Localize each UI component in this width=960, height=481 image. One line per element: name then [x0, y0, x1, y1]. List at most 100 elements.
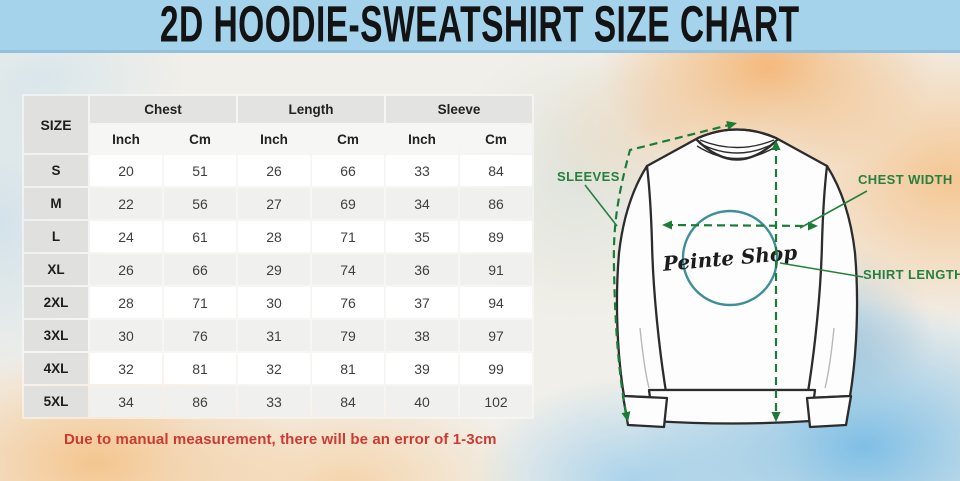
page-title: 2D HOODIE-SWEATSHIRT SIZE CHART — [160, 0, 800, 53]
value-cell: 89 — [460, 221, 532, 252]
logo-circle — [681, 209, 779, 307]
waistband — [647, 388, 817, 425]
table-group-header-row: SIZE Chest Length Sleeve — [24, 96, 532, 153]
value-cell: 29 — [238, 254, 310, 285]
table-unit-header-row: Inch Cm Inch Cm Inch Cm — [24, 125, 532, 153]
value-cell: 91 — [460, 254, 532, 285]
chest-inch-header: Inch — [90, 125, 162, 153]
chest-group-header: Chest — [90, 96, 236, 123]
size-cell: 3XL — [24, 320, 88, 351]
value-cell: 34 — [90, 386, 162, 417]
value-cell: 79 — [312, 320, 384, 351]
value-cell: 86 — [164, 386, 236, 417]
arrowhead — [771, 412, 781, 422]
value-cell: 38 — [386, 320, 458, 351]
table-row: L 24 61 28 71 35 89 — [24, 221, 532, 252]
chest-width-connector-line — [799, 190, 868, 229]
value-cell: 34 — [386, 188, 458, 219]
value-cell: 30 — [90, 320, 162, 351]
value-cell: 39 — [386, 353, 458, 384]
sleeve-inch-header: Inch — [386, 125, 458, 153]
header-band: 2D HOODIE-SWEATSHIRT SIZE CHART — [0, 0, 960, 53]
size-cell: XL — [24, 254, 88, 285]
table-row: XL 26 66 29 74 36 91 — [24, 254, 532, 285]
table-row: 2XL 28 71 30 76 37 94 — [24, 287, 532, 318]
value-cell: 28 — [238, 221, 310, 252]
size-cell: S — [24, 155, 88, 186]
shirt-length-label: SHIRT LENGTH — [863, 267, 960, 282]
value-cell: 20 — [90, 155, 162, 186]
shirt-length-connector-line — [779, 262, 864, 278]
table-row: 4XL 32 81 32 81 39 99 — [24, 353, 532, 384]
value-cell: 71 — [312, 221, 384, 252]
table-row: S 20 51 26 66 33 84 — [24, 155, 532, 186]
value-cell: 33 — [386, 155, 458, 186]
value-cell: 40 — [386, 386, 458, 417]
value-cell: 22 — [90, 188, 162, 219]
size-table: SIZE Chest Length Sleeve Inch Cm Inch Cm… — [22, 94, 534, 419]
sleeves-label: SLEEVES — [557, 169, 620, 184]
value-cell: 56 — [164, 188, 236, 219]
size-column-header: SIZE — [24, 96, 88, 153]
value-cell: 31 — [238, 320, 310, 351]
value-cell: 69 — [312, 188, 384, 219]
chest-width-label: CHEST WIDTH — [858, 172, 953, 187]
value-cell: 84 — [312, 386, 384, 417]
chest-cm-header: Cm — [164, 125, 236, 153]
value-cell: 97 — [460, 320, 532, 351]
length-cm-header: Cm — [312, 125, 384, 153]
sleeves-connector-line — [584, 184, 618, 227]
value-cell: 76 — [312, 287, 384, 318]
value-cell: 51 — [164, 155, 236, 186]
value-cell: 66 — [164, 254, 236, 285]
value-cell: 28 — [90, 287, 162, 318]
table-row: M 22 56 27 69 34 86 — [24, 188, 532, 219]
value-cell: 35 — [386, 221, 458, 252]
table-row: 5XL 34 86 33 84 40 102 — [24, 386, 532, 417]
sleeve-measure-line — [612, 122, 734, 419]
value-cell: 81 — [312, 353, 384, 384]
right-cuff — [805, 394, 853, 429]
value-cell: 74 — [312, 254, 384, 285]
value-cell: 26 — [238, 155, 310, 186]
measurement-note: Due to manual measurement, there will be… — [64, 431, 497, 448]
arrowhead — [621, 411, 631, 422]
sweatshirt-diagram: Peinte Shop — [584, 121, 868, 429]
value-cell: 84 — [460, 155, 532, 186]
value-cell: 32 — [90, 353, 162, 384]
size-cell: 4XL — [24, 353, 88, 384]
value-cell: 36 — [386, 254, 458, 285]
value-cell: 37 — [386, 287, 458, 318]
value-cell: 26 — [90, 254, 162, 285]
value-cell: 66 — [312, 155, 384, 186]
size-cell: L — [24, 221, 88, 252]
arrowhead — [771, 140, 781, 150]
value-cell: 71 — [164, 287, 236, 318]
value-cell: 27 — [238, 188, 310, 219]
collar-rib — [698, 142, 776, 154]
right-sleeve-crease — [824, 327, 835, 389]
value-cell: 24 — [90, 221, 162, 252]
size-cell: 5XL — [24, 386, 88, 417]
value-cell: 76 — [164, 320, 236, 351]
value-cell: 86 — [460, 188, 532, 219]
value-cell: 33 — [238, 386, 310, 417]
value-cell: 102 — [460, 386, 532, 417]
size-cell: M — [24, 188, 88, 219]
collar-top — [697, 128, 777, 140]
sleeve-group-header: Sleeve — [386, 96, 532, 123]
sleeve-cm-header: Cm — [460, 125, 532, 153]
arrowhead — [662, 220, 672, 230]
value-cell: 81 — [164, 353, 236, 384]
value-cell: 30 — [238, 287, 310, 318]
collar-rib — [699, 139, 775, 149]
arrowhead — [726, 121, 737, 130]
value-cell: 94 — [460, 287, 532, 318]
length-inch-header: Inch — [238, 125, 310, 153]
table-row: 3XL 30 76 31 79 38 97 — [24, 320, 532, 351]
value-cell: 61 — [164, 221, 236, 252]
length-group-header: Length — [238, 96, 384, 123]
value-cell: 99 — [460, 353, 532, 384]
collar-outline — [695, 138, 779, 161]
